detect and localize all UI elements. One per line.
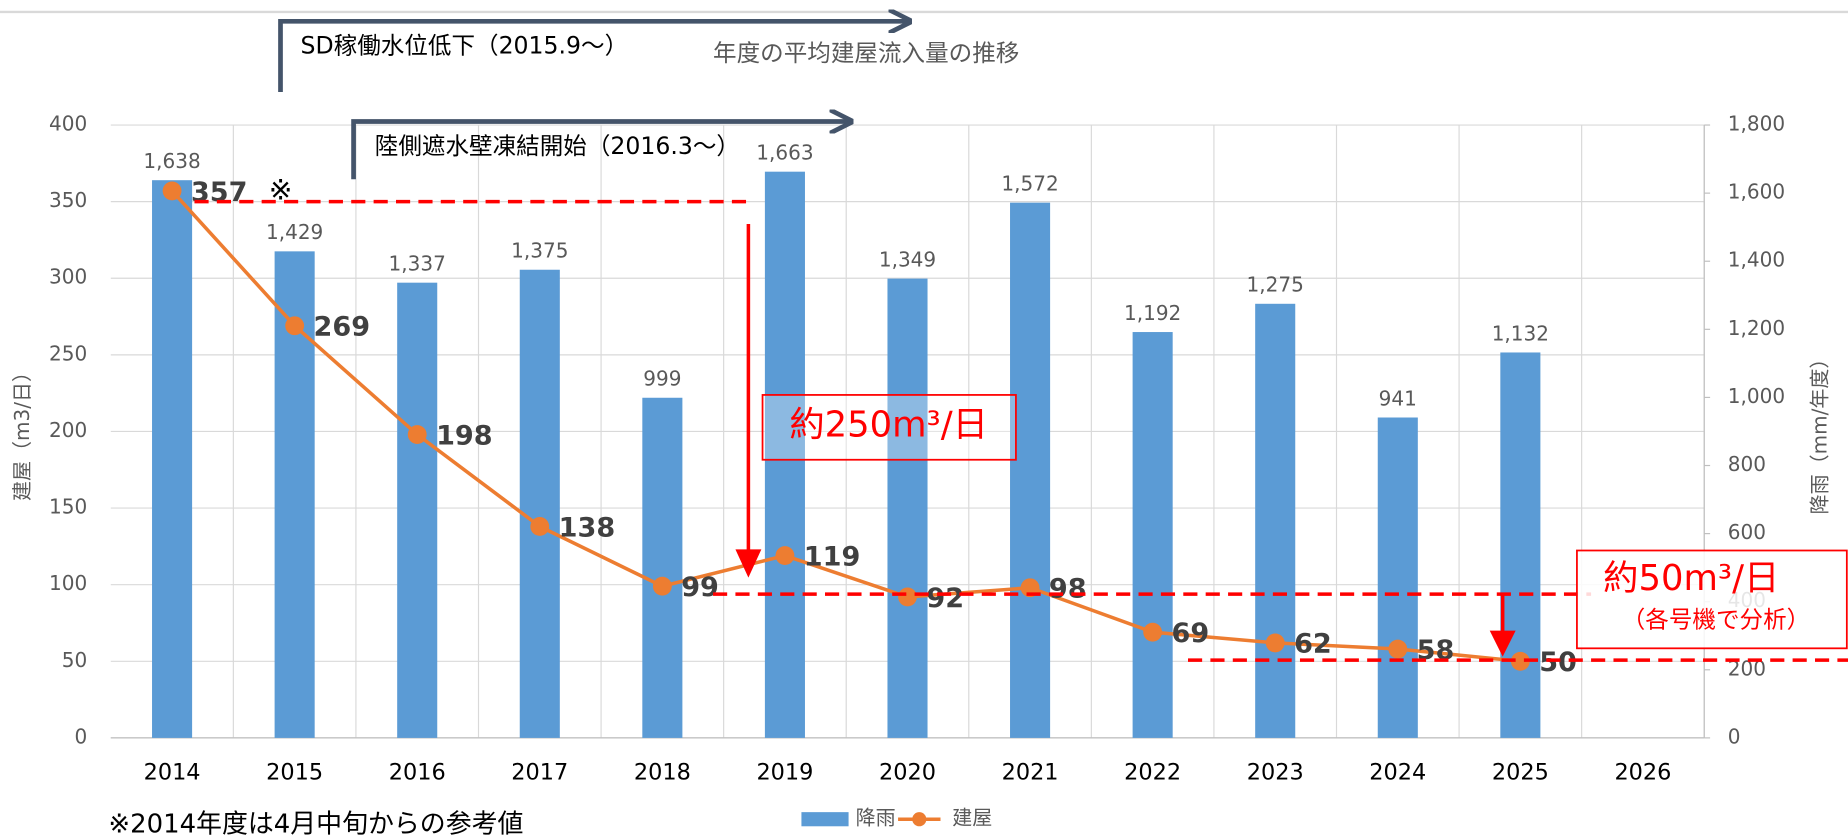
y-tick-label: 0	[74, 724, 87, 748]
bar	[642, 397, 683, 738]
point-label: 269	[314, 312, 371, 343]
x-tick-label: 2026	[1614, 760, 1671, 786]
y-tick-label: 350	[49, 188, 87, 212]
bar-label: 1,429	[266, 220, 323, 244]
arrow-head	[735, 549, 762, 578]
bar-label: 999	[643, 367, 681, 391]
bar-label: 941	[1379, 386, 1417, 410]
line-point	[775, 546, 795, 565]
line-point	[162, 181, 182, 201]
footnote: ※2014年度は4月中旬からの参考値	[108, 810, 523, 837]
point-label: 98	[1049, 574, 1087, 605]
y2-axis-label: 降雨（mm/年度）	[1807, 349, 1831, 515]
line-point	[1388, 639, 1408, 659]
annotation-box	[761, 394, 1017, 461]
y-axis-label: 建屋（m3/日）	[10, 362, 34, 501]
y-tick-label: 100	[49, 571, 87, 595]
y-tick-label: 50	[62, 648, 87, 672]
point-label: 198	[436, 420, 493, 451]
line-point	[898, 587, 917, 607]
bar-label: 1,375	[511, 239, 568, 263]
bar-label: 1,349	[879, 247, 936, 271]
y-tick-label: 150	[49, 495, 87, 519]
x-tick-label: 2025	[1492, 760, 1549, 786]
y2-tick-label: 0	[1728, 724, 1741, 748]
bar-label: 1,638	[143, 149, 200, 173]
x-tick-label: 2024	[1369, 760, 1426, 786]
point-label: 119	[804, 541, 861, 572]
y-tick-label: 250	[49, 341, 87, 365]
point-label: 92	[926, 583, 964, 614]
bar	[152, 180, 193, 738]
annotation: （各号機で分析）	[1622, 606, 1811, 634]
point-label: 62	[1294, 629, 1332, 660]
chart-title: 年度の平均建屋流入量の推移	[713, 39, 1019, 67]
line-point	[1510, 651, 1530, 671]
plot: 05010015020025030035040002004006008001,0…	[10, 112, 1831, 830]
legend-label: 建屋	[952, 806, 992, 830]
x-tick-label: 2023	[1247, 760, 1304, 786]
bar-label: 1,663	[756, 141, 813, 165]
y2-tick-label: 800	[1728, 452, 1766, 476]
line-point	[530, 517, 550, 536]
x-tick-label: 2020	[879, 760, 936, 786]
point-label: 69	[1171, 618, 1209, 649]
legend-swatch	[912, 812, 927, 827]
annotation: SD稼働水位低下（2015.9～）	[301, 32, 629, 60]
bar	[1010, 202, 1051, 738]
bar	[887, 278, 928, 738]
legend-label: 降雨	[856, 806, 896, 830]
bar-label: 1,192	[1124, 301, 1181, 325]
annotation-box	[1576, 549, 1848, 650]
line-point	[285, 316, 305, 336]
point-label: 99	[681, 572, 719, 603]
y2-tick-label: 1,400	[1728, 248, 1785, 272]
annotation: ※	[269, 174, 293, 207]
bar	[519, 269, 560, 738]
y2-tick-label: 600	[1728, 520, 1766, 544]
bar	[1500, 352, 1541, 738]
bar	[1132, 332, 1173, 738]
bar-label: 1,275	[1247, 273, 1304, 297]
arrow-head	[1489, 630, 1516, 657]
x-tick-label: 2021	[1002, 760, 1059, 786]
bar-label: 1,132	[1492, 321, 1549, 345]
y2-tick-label: 1,600	[1728, 180, 1785, 204]
x-tick-label: 2015	[266, 760, 323, 786]
line	[170, 189, 1521, 664]
point-label: 138	[559, 512, 616, 543]
x-tick-label: 2019	[756, 760, 813, 786]
bar	[1255, 303, 1296, 738]
x-tick-label: 2018	[634, 760, 691, 786]
y-tick-label: 300	[49, 265, 87, 289]
annotation: 約250m³/日	[789, 405, 988, 446]
y2-tick-label: 1,800	[1728, 112, 1785, 136]
bar	[397, 282, 438, 738]
y-tick-label: 200	[49, 418, 87, 442]
bar-label: 1,337	[389, 251, 446, 275]
y2-tick-label: 1,200	[1728, 316, 1785, 340]
annotations: SD稼働水位低下（2015.9～） 年度の平均建屋流入量の推移 陸側遮水壁凍結開…	[108, 21, 1848, 837]
bar	[764, 171, 805, 738]
legend-swatch	[801, 812, 849, 827]
x-tick-label: 2017	[511, 760, 568, 786]
annotation: 約50m³/日	[1603, 558, 1779, 599]
bar-label: 1,572	[1001, 171, 1058, 195]
y-tick-label: 400	[49, 112, 87, 136]
bar	[1377, 417, 1418, 738]
y2-tick-label: 1,000	[1728, 384, 1785, 408]
line-point	[407, 425, 427, 444]
arrow	[351, 122, 849, 180]
line-point	[1265, 633, 1285, 653]
point-label: 50	[1539, 647, 1577, 678]
x-tick-label: 2022	[1124, 760, 1181, 786]
x-tick-label: 2016	[389, 760, 446, 786]
annotation: 陸側遮水壁凍結開始（2016.3～）	[375, 132, 740, 160]
x-tick-label: 2014	[144, 760, 201, 786]
line-point	[652, 576, 672, 596]
arrow	[278, 21, 908, 93]
line-point	[1143, 622, 1163, 642]
